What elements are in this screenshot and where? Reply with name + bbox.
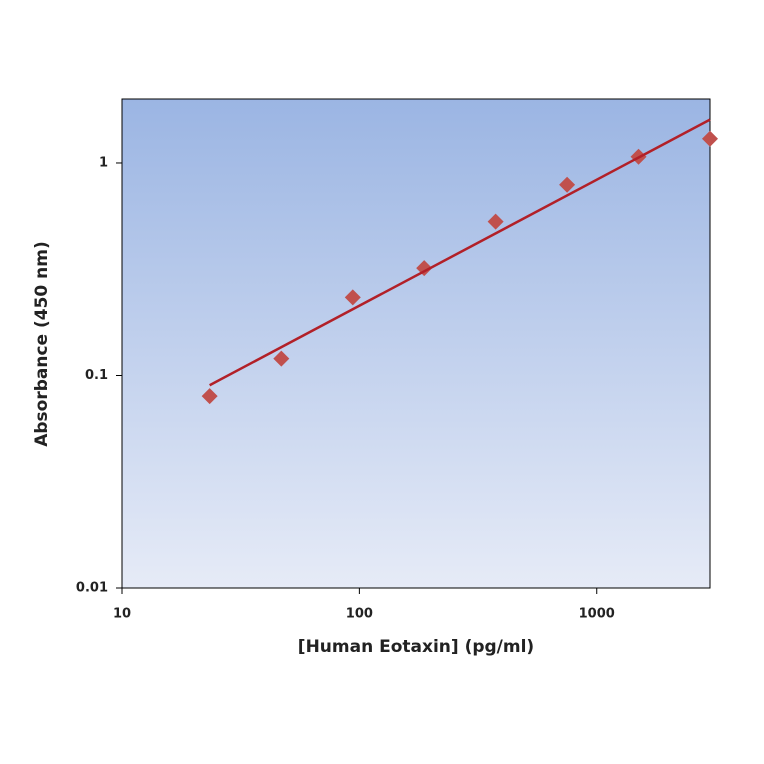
data-point: [487, 213, 504, 230]
plot-area: [122, 99, 710, 588]
x-tick-label: 10: [113, 607, 131, 622]
data-point: [344, 289, 361, 306]
x-tick-label: 100: [346, 607, 373, 622]
y-tick-label: 0.1: [85, 368, 108, 383]
data-point: [702, 130, 718, 147]
data-point: [559, 176, 576, 193]
data-point: [273, 350, 290, 367]
plot-frame: [121, 98, 711, 589]
x-axis-title: [Human Eotaxin] (pg/ml): [298, 637, 534, 657]
y-tick-label: 0.01: [76, 581, 108, 596]
data-point: [201, 388, 218, 405]
y-tick-label: 1: [99, 155, 108, 170]
fit-line: [209, 118, 711, 387]
y-axis-title: Absorbance (450 nm): [32, 241, 52, 447]
x-tick-label: 1000: [579, 607, 615, 622]
